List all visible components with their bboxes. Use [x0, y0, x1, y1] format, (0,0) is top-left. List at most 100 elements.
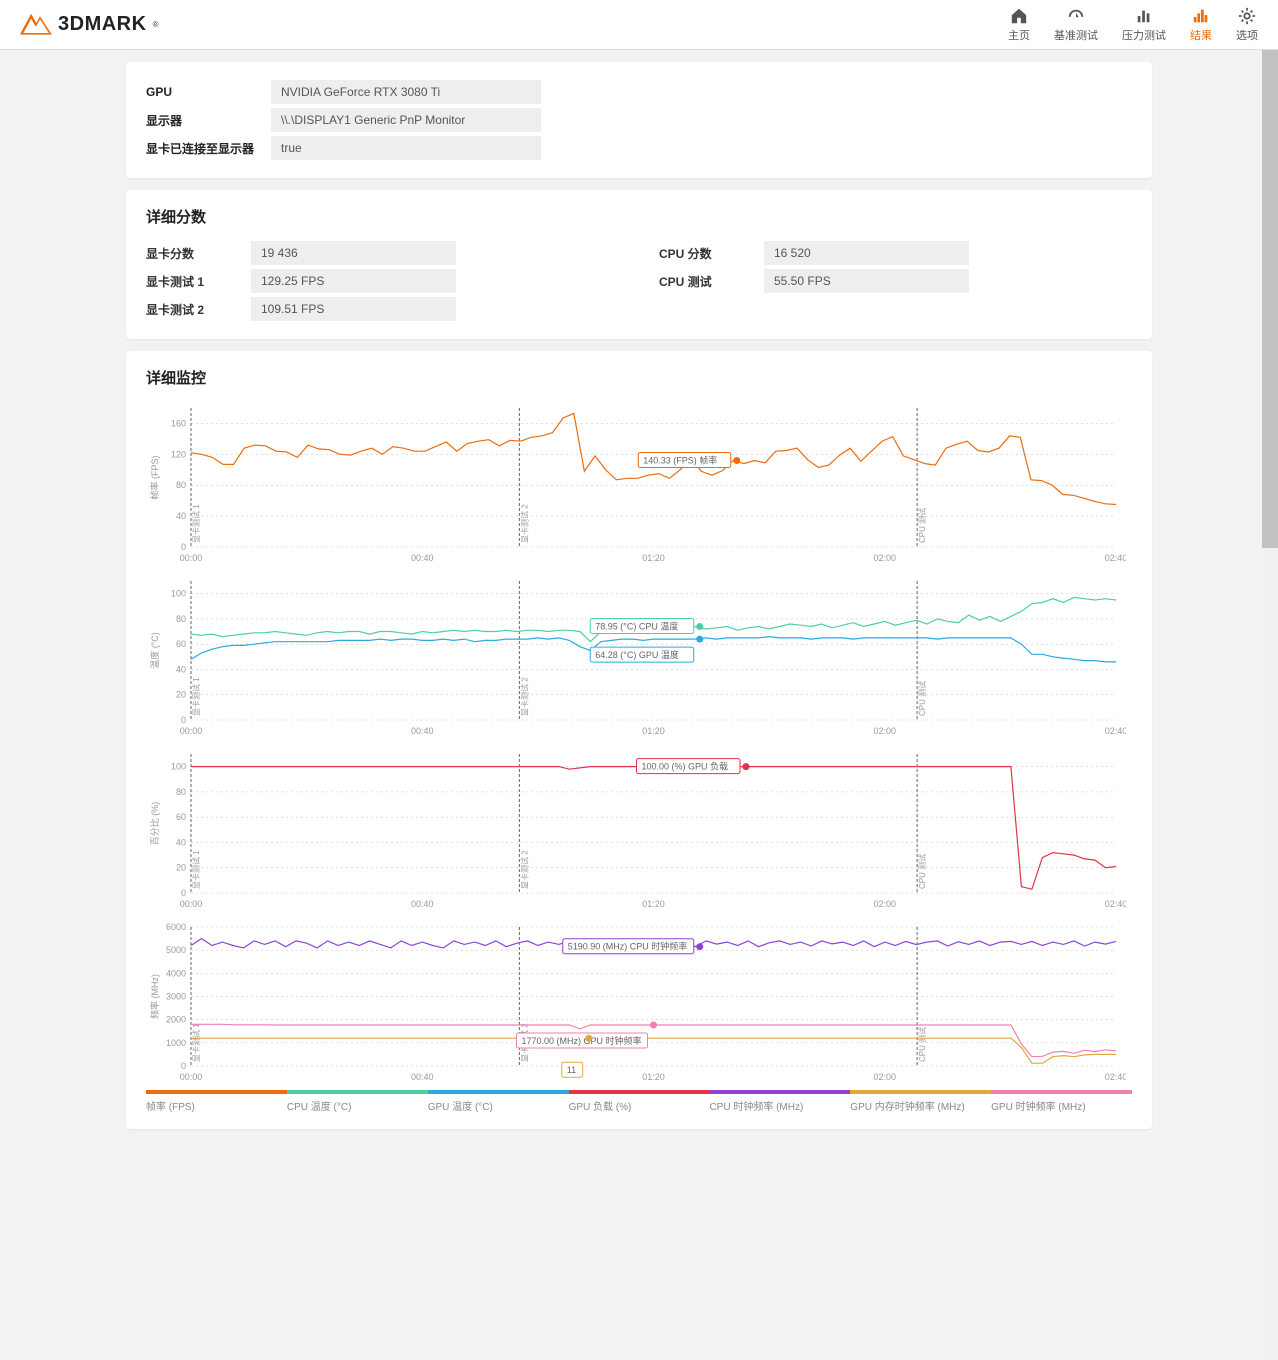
logo-text: 3DMARK	[58, 13, 147, 36]
bars-icon	[1134, 7, 1154, 25]
svg-text:显卡测试 2: 显卡测试 2	[519, 850, 529, 889]
chart-load: 02040608010000:0000:4001:2002:0002:40显卡测…	[146, 746, 1132, 911]
svg-text:3000: 3000	[166, 992, 186, 1002]
sysinfo-row: 显卡已连接至显示器 true	[146, 134, 1132, 162]
legend-item[interactable]: CPU 温度 (°C)	[287, 1090, 428, 1113]
nav-stress[interactable]: 压力测试	[1122, 7, 1166, 43]
svg-text:02:40: 02:40	[1105, 553, 1126, 563]
legend-swatch	[428, 1090, 569, 1094]
scrollbar-thumb[interactable]	[1262, 50, 1278, 548]
svg-text:02:00: 02:00	[873, 726, 896, 736]
svg-text:1770.00 (MHz) GPU 时钟频率: 1770.00 (MHz) GPU 时钟频率	[522, 1035, 642, 1046]
legend-item[interactable]: GPU 负载 (%)	[569, 1090, 710, 1113]
legend-item[interactable]: CPU 时钟频率 (MHz)	[709, 1090, 850, 1113]
score-value: 109.51 FPS	[251, 297, 456, 321]
legend-bar: 帧率 (FPS) CPU 温度 (°C) GPU 温度 (°C) GPU 负载 …	[146, 1090, 1132, 1113]
svg-text:00:00: 00:00	[180, 726, 203, 736]
score-row: CPU 分数 16 520	[659, 239, 1132, 267]
svg-text:100.00 (%) GPU 负载: 100.00 (%) GPU 负载	[642, 761, 729, 772]
svg-text:100: 100	[171, 589, 186, 599]
svg-text:CPU 测试: CPU 测试	[917, 1027, 927, 1062]
svg-text:60: 60	[176, 812, 186, 822]
score-value: 16 520	[764, 241, 969, 265]
svg-text:01:20: 01:20	[642, 553, 665, 563]
nav: 主页 基准测试 压力测试 结果 选项	[1008, 7, 1258, 43]
legend-item[interactable]: 帧率 (FPS)	[146, 1090, 287, 1113]
scrollbar[interactable]	[1262, 50, 1278, 1360]
svg-text:显卡测试 1: 显卡测试 1	[191, 1023, 201, 1062]
nav-results[interactable]: 结果	[1190, 7, 1212, 43]
sysinfo-value: NVIDIA GeForce RTX 3080 Ti	[271, 80, 541, 104]
svg-text:120: 120	[171, 449, 186, 459]
svg-text:64.28 (°C) GPU 温度: 64.28 (°C) GPU 温度	[595, 649, 679, 660]
legend-swatch	[569, 1090, 710, 1094]
svg-text:00:40: 00:40	[411, 899, 434, 909]
nav-home[interactable]: 主页	[1008, 7, 1030, 43]
score-label: 显卡分数	[146, 245, 251, 262]
svg-text:80: 80	[176, 480, 186, 490]
svg-text:00:00: 00:00	[180, 1072, 203, 1082]
svg-text:00:40: 00:40	[411, 726, 434, 736]
legend-swatch	[146, 1090, 287, 1094]
section-title-score: 详细分数	[146, 206, 1132, 227]
nav-label: 主页	[1008, 27, 1030, 43]
gear-icon	[1237, 7, 1257, 25]
score-value: 129.25 FPS	[251, 269, 456, 293]
legend-swatch	[850, 1090, 991, 1094]
legend-label: CPU 温度 (°C)	[287, 1102, 352, 1113]
chart-clock: 010002000300040005000600000:0000:4001:20…	[146, 919, 1132, 1084]
svg-text:40: 40	[176, 511, 186, 521]
legend-item[interactable]: GPU 内存时钟频率 (MHz)	[850, 1090, 991, 1113]
score-row: CPU 测试 55.50 FPS	[659, 267, 1132, 295]
panel-monitoring: 详细监控 0 40 80 120 160 00:00 00:40 01:20 02:00 02:4…	[126, 351, 1152, 1129]
nav-label: 选项	[1236, 27, 1258, 43]
svg-text:02:40: 02:40	[1105, 1072, 1126, 1082]
legend-item[interactable]: GPU 温度 (°C)	[428, 1090, 569, 1113]
svg-text:00:00: 00:00	[180, 553, 203, 563]
svg-text:0: 0	[181, 1061, 186, 1071]
sysinfo-value: true	[271, 136, 541, 160]
svg-text:频率 (MHz): 频率 (MHz)	[149, 974, 160, 1019]
legend-item[interactable]: GPU 时钟频率 (MHz)	[991, 1090, 1132, 1113]
legend-label: GPU 时钟频率 (MHz)	[991, 1102, 1085, 1113]
svg-text:00:40: 00:40	[411, 553, 434, 563]
legend-label: GPU 负载 (%)	[569, 1102, 632, 1113]
panel-sysinfo: GPU NVIDIA GeForce RTX 3080 Ti 显示器 \\.\D…	[126, 62, 1152, 178]
legend-swatch	[991, 1090, 1132, 1094]
svg-text:显卡测试 1: 显卡测试 1	[191, 850, 201, 889]
section-title-monitoring: 详细监控	[146, 367, 1132, 388]
svg-text:80: 80	[176, 787, 186, 797]
svg-text:20: 20	[176, 690, 186, 700]
svg-text:40: 40	[176, 664, 186, 674]
svg-text:40: 40	[176, 837, 186, 847]
score-row: 显卡测试 2 109.51 FPS	[146, 295, 619, 323]
svg-text:78.95 (°C) CPU 温度: 78.95 (°C) CPU 温度	[595, 620, 678, 631]
logo: 3DMARK®	[20, 13, 158, 37]
svg-text:CPU 测试: CPU 测试	[917, 681, 927, 716]
svg-text:0: 0	[181, 888, 186, 898]
nav-bench[interactable]: 基准测试	[1054, 7, 1098, 43]
chart-fps: 0408012016000:0000:4001:2002:0002:40显卡测试…	[146, 400, 1132, 565]
score-label: 显卡测试 2	[146, 301, 251, 318]
stats-icon	[1191, 7, 1211, 25]
svg-text:CPU 测试: CPU 测试	[917, 854, 927, 889]
legend-label: 帧率 (FPS)	[146, 1102, 195, 1113]
legend-swatch	[287, 1090, 428, 1094]
svg-text:5190.90 (MHz) CPU 时钟频率: 5190.90 (MHz) CPU 时钟频率	[568, 941, 688, 952]
svg-text:20: 20	[176, 863, 186, 873]
score-row: 显卡测试 1 129.25 FPS	[146, 267, 619, 295]
svg-text:6000: 6000	[166, 922, 186, 932]
nav-options[interactable]: 选项	[1236, 7, 1258, 43]
svg-text:0: 0	[181, 542, 186, 552]
svg-text:2000: 2000	[166, 1015, 186, 1025]
svg-text:00:00: 00:00	[180, 899, 203, 909]
svg-text:1000: 1000	[166, 1038, 186, 1048]
legend-label: CPU 时钟频率 (MHz)	[709, 1102, 803, 1113]
svg-text:02:40: 02:40	[1105, 726, 1126, 736]
sysinfo-row: GPU NVIDIA GeForce RTX 3080 Ti	[146, 78, 1132, 106]
svg-text:11: 11	[567, 1065, 576, 1075]
nav-label: 结果	[1190, 27, 1212, 43]
svg-text:00:40: 00:40	[411, 1072, 434, 1082]
svg-text:5000: 5000	[166, 945, 186, 955]
svg-text:160: 160	[171, 418, 186, 428]
